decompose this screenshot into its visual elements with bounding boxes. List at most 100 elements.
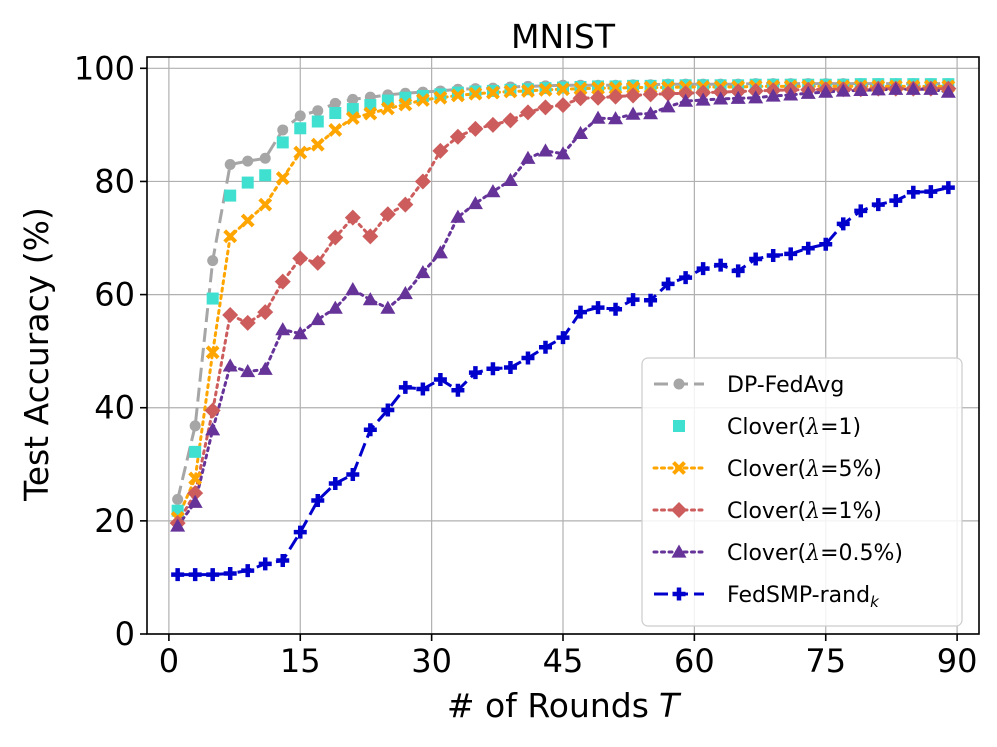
data-point (660, 85, 677, 102)
data-point (328, 123, 343, 137)
data-point (259, 152, 271, 164)
data-point (311, 115, 324, 128)
data-point (519, 104, 536, 121)
legend-marker (673, 420, 685, 432)
y-tick-label: 0 (115, 615, 135, 653)
legend-label: Clover(λ=1) (727, 415, 861, 440)
data-point (206, 568, 220, 582)
data-point (642, 86, 659, 103)
data-point (660, 99, 676, 113)
data-point (188, 471, 203, 486)
data-point (784, 247, 798, 261)
legend-label-suffix: =1) (820, 415, 861, 440)
data-point (312, 105, 324, 117)
data-point (241, 564, 255, 578)
series-4-points (170, 81, 956, 532)
data-point (310, 137, 325, 152)
legend-item-1: Clover(λ=1) (673, 415, 861, 440)
data-point (608, 81, 623, 96)
data-point (224, 158, 236, 170)
data-point (450, 88, 465, 103)
data-point (555, 146, 571, 160)
axis-ticks: 0 15 30 45 60 75 90 0 20 40 60 80 100 (74, 49, 978, 680)
data-point (449, 128, 466, 145)
data-point (625, 87, 642, 104)
data-point (362, 292, 378, 306)
legend-label-suffix: =5%) (820, 457, 882, 482)
data-point (276, 136, 289, 149)
data-point (397, 196, 414, 213)
data-point (259, 169, 272, 182)
data-point (783, 87, 799, 101)
data-point (609, 302, 623, 316)
data-point (187, 485, 204, 502)
x-tick-label: 30 (411, 642, 452, 680)
data-point (503, 361, 517, 375)
legend-label-symbol: λ (805, 457, 820, 482)
data-point (189, 420, 201, 432)
data-point (678, 93, 694, 107)
legend-label-symbol: λ (805, 541, 820, 566)
data-point (521, 351, 535, 365)
data-point (555, 97, 571, 114)
data-point (888, 81, 904, 95)
data-point (329, 97, 341, 109)
legend-marker (672, 461, 686, 475)
data-point (415, 93, 430, 107)
data-point (467, 120, 484, 137)
data-point (889, 194, 903, 208)
data-point (240, 213, 255, 228)
data-point (205, 345, 220, 360)
data-point (362, 228, 379, 245)
x-axis-label: # of Rounds T (447, 686, 682, 725)
data-point (679, 271, 693, 285)
data-point (207, 255, 219, 267)
legend-item-0: DP-FedAvg (654, 373, 844, 398)
data-point (294, 122, 307, 135)
data-point (241, 176, 254, 189)
legend-marker (673, 378, 685, 390)
data-point (380, 300, 396, 314)
data-point (643, 106, 659, 120)
data-point (853, 82, 869, 97)
x-axis-label-variable: T (659, 686, 682, 725)
data-point (311, 493, 325, 507)
data-point (537, 99, 554, 116)
legend-label-prefix: Clover( (727, 415, 806, 440)
legend-label-prefix: Clover( (727, 499, 806, 524)
legend-label: Clover(λ=1%) (727, 499, 882, 524)
data-point (274, 273, 291, 290)
data-point (468, 86, 483, 101)
legend-item-4: Clover(λ=0.5%) (652, 541, 903, 566)
data-point (363, 423, 377, 437)
chart-title: MNIST (511, 17, 616, 56)
data-point (538, 82, 553, 97)
data-point (206, 292, 219, 305)
legend-label-suffix: =1%) (820, 499, 882, 524)
data-point (573, 125, 589, 139)
legend-label: DP-FedAvg (727, 373, 844, 398)
data-point (344, 209, 361, 226)
legend-label-suffix: =0.5%) (820, 541, 903, 566)
y-tick-label: 60 (94, 276, 135, 314)
data-point (450, 209, 466, 223)
data-point (661, 277, 675, 291)
data-point (486, 85, 500, 100)
data-point (398, 97, 413, 112)
data-point (381, 403, 395, 417)
data-point (240, 364, 256, 378)
data-point (380, 101, 395, 116)
data-point (363, 106, 378, 121)
data-point (573, 81, 588, 96)
data-point (923, 81, 939, 95)
data-point (484, 116, 501, 133)
data-point (292, 250, 309, 267)
data-point (556, 331, 570, 345)
x-tick-label: 90 (937, 642, 978, 680)
data-point (277, 124, 289, 136)
data-point (258, 557, 272, 571)
data-point (608, 111, 624, 125)
data-point (293, 525, 307, 539)
data-point (644, 293, 658, 307)
